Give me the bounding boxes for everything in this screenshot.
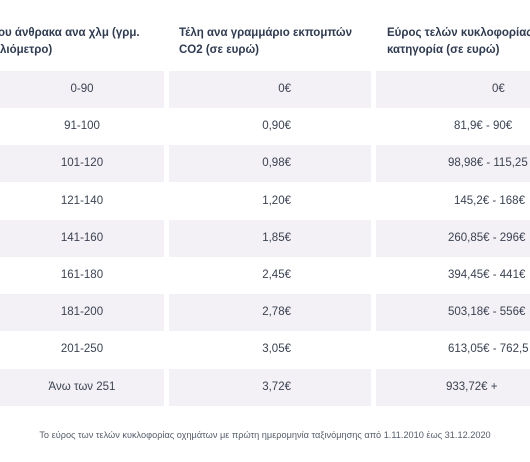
header-fee-range: Εύρος τελών κυκλοφορίας κατηγορία (σε ευ…	[376, 0, 530, 68]
fee-range-value: 613,05€ - 762,5	[448, 343, 529, 356]
fee-range-cell: 81,9€ - 90€	[376, 108, 530, 146]
fee-per-gram-value: 0,98€	[262, 157, 291, 170]
fee-range-cell: 933,72€ +	[376, 368, 530, 406]
header-emissions-line2: λιόμετρο)	[0, 44, 53, 56]
emissions-range-cell: 91-100	[0, 108, 164, 146]
fee-per-gram-cell: 2,45€	[169, 257, 371, 294]
fee-per-gram-cell: 0,90€	[169, 108, 371, 146]
fee-per-gram-value: 0€	[278, 83, 291, 95]
table-row: 101-120 0,98€ 98,98€ - 115,25	[0, 145, 530, 183]
fee-range-cell: 260,85€ - 296€	[376, 219, 530, 257]
fee-range-value: 260,85€ - 296€	[448, 231, 526, 244]
header-fee-line1: Τέλη ανα γραμμάριο εκπομπών	[179, 27, 352, 39]
fee-per-gram-cell: 3,72€	[169, 368, 371, 406]
fee-range-value: 98,98€ - 115,25	[448, 157, 528, 170]
header-emissions-line1: ου άνθρακα ανα χλμ (γρμ.	[0, 27, 140, 39]
fee-range-value: 81,9€ - 90€	[454, 120, 513, 133]
emissions-range-cell: 0-90	[0, 71, 164, 108]
header-emissions: ου άνθρακα ανα χλμ (γρμ. λιόμετρο)	[0, 0, 164, 68]
fee-per-gram-value: 1,85€	[262, 231, 291, 244]
table-row: 0-90 0€ 0€	[0, 71, 530, 108]
emissions-range-cell: 181-200	[0, 294, 164, 332]
fee-range-cell: 394,45€ - 441€	[376, 257, 530, 294]
fee-per-gram-value: 2,45€	[262, 269, 291, 281]
fee-range-value: 0€	[492, 83, 505, 95]
fee-range-cell: 503,18€ - 556€	[376, 294, 530, 332]
fee-per-gram-cell: 0,98€	[169, 145, 371, 183]
table-row: Άνω των 251 3,72€ 933,72€ +	[0, 368, 530, 406]
fee-range-value: 394,45€ - 441€	[448, 269, 526, 281]
header-fee-line2: CO2 (σε ευρώ)	[179, 44, 260, 56]
fee-per-gram-cell: 3,05€	[169, 331, 371, 369]
emissions-range-cell: Άνω των 251	[0, 368, 164, 406]
table-row: 161-180 2,45€ 394,45€ - 441€	[0, 257, 530, 294]
emissions-range-cell: 141-160	[0, 219, 164, 257]
fee-per-gram-cell: 1,85€	[169, 219, 371, 257]
fee-range-cell: 613,05€ - 762,5	[376, 331, 530, 369]
fee-range-cell: 0€	[376, 71, 530, 108]
emissions-range-cell: 121-140	[0, 182, 164, 220]
fee-range-value: 933,72€ +	[446, 380, 498, 393]
fee-per-gram-cell: 1,20€	[169, 182, 371, 220]
fee-per-gram-value: 3,05€	[262, 343, 291, 356]
fee-per-gram-value: 0,90€	[262, 120, 291, 133]
table-row: 181-200 2,78€ 503,18€ - 556€	[0, 294, 530, 332]
table-row: 201-250 3,05€ 613,05€ - 762,5	[0, 331, 530, 369]
fee-per-gram-value: 3,72€	[262, 380, 291, 393]
fee-per-gram-cell: 2,78€	[169, 294, 371, 332]
emissions-range-cell: 101-120	[0, 145, 164, 183]
emissions-range-cell: 161-180	[0, 257, 164, 294]
fee-range-value: 145,2€ - 168€	[454, 194, 525, 207]
fee-per-gram-value: 1,20€	[262, 194, 291, 207]
table-row: 121-140 1,20€ 145,2€ - 168€	[0, 182, 530, 220]
emissions-range-cell: 201-250	[0, 331, 164, 369]
fee-per-gram-value: 2,78€	[262, 306, 291, 319]
table-row: 91-100 0,90€ 81,9€ - 90€	[0, 108, 530, 146]
table-footnote: Το εύρος των τελών κυκλοφορίας οχημάτων …	[39, 430, 491, 440]
fee-range-value: 503,18€ - 556€	[448, 306, 526, 319]
header-range-line1: Εύρος τελών κυκλοφορίας	[387, 27, 530, 39]
header-range-line2: κατηγορία (σε ευρώ)	[387, 44, 500, 56]
table-row: 141-160 1,85€ 260,85€ - 296€	[0, 219, 530, 257]
fee-range-cell: 145,2€ - 168€	[376, 182, 530, 220]
header-fee-per-gram: Τέλη ανα γραμμάριο εκπομπών CO2 (σε ευρώ…	[169, 0, 371, 68]
fee-range-cell: 98,98€ - 115,25	[376, 145, 530, 183]
fee-per-gram-cell: 0€	[169, 71, 371, 108]
